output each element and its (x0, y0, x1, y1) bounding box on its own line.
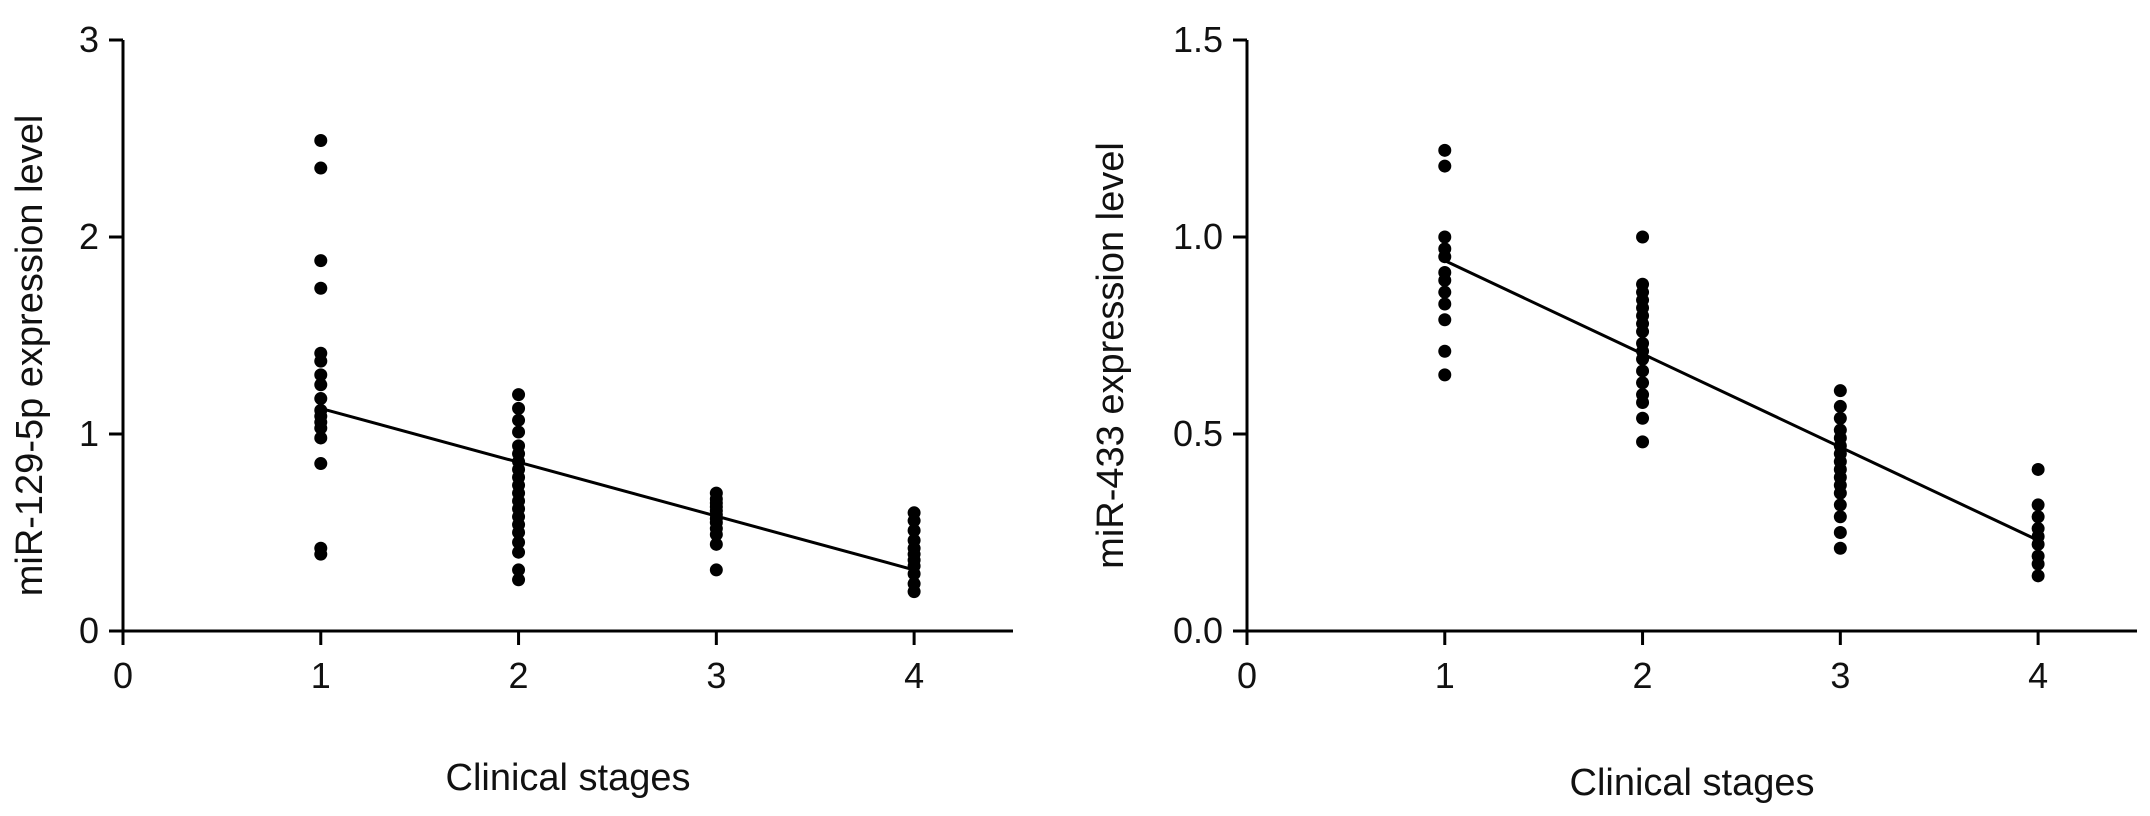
y-tick-label: 2 (79, 216, 99, 257)
scatter-chart-mir-129-5p: 0 1 2 3 0 1 2 3 4 Clinical stages miR-129-5p expre… (9, 19, 1013, 799)
data-point (314, 368, 328, 382)
x-tick-label: 2 (1633, 655, 1653, 696)
x-tick-label: 4 (2028, 655, 2048, 696)
data-point (1438, 344, 1452, 358)
data-point (1636, 411, 1650, 425)
data-point (1833, 541, 1847, 555)
x-tick-label: 0 (113, 655, 133, 696)
data-point (1636, 435, 1650, 449)
y-tick-label: 0.5 (1173, 413, 1223, 454)
data-point (1636, 364, 1650, 378)
y-axis-title: miR-129-5p expression level (9, 115, 51, 597)
data-point (314, 161, 328, 175)
x-tick-label: 1 (1435, 655, 1455, 696)
data-point (512, 413, 526, 427)
data-point (1438, 159, 1452, 173)
data-point (709, 563, 723, 577)
data-point (907, 524, 921, 538)
data-point (512, 526, 526, 539)
x-axis-title: Clinical stages (446, 757, 691, 799)
y-tick-label: 1.0 (1173, 216, 1223, 257)
data-point (1438, 250, 1452, 264)
data-point (314, 392, 328, 406)
data-point (907, 567, 921, 581)
data-point (907, 585, 921, 599)
data-point (1636, 325, 1650, 339)
data-point (314, 354, 328, 368)
trend-line (1444, 259, 2039, 542)
data-point (2031, 510, 2045, 524)
data-point (2031, 557, 2045, 571)
data-point (2031, 498, 2045, 512)
x-axis-title: Clinical stages (1570, 762, 1815, 804)
data-point (1438, 297, 1452, 311)
data-point (512, 401, 526, 415)
data-point (1833, 526, 1847, 539)
data-point (314, 431, 328, 445)
data-point (2031, 537, 2045, 551)
y-tick-label: 0 (79, 610, 99, 651)
data-point (2031, 569, 2045, 583)
data-point (1833, 384, 1847, 398)
y-tick-label: 0.0 (1173, 610, 1223, 651)
x-tick-label: 2 (509, 655, 529, 696)
x-tick-label: 0 (1237, 655, 1257, 696)
data-point (314, 547, 328, 561)
data-point (512, 573, 526, 587)
data-point (1833, 510, 1847, 524)
data-point (1833, 486, 1847, 500)
data-point (709, 527, 723, 541)
data-point (512, 425, 526, 439)
data-point (314, 421, 328, 435)
data-point (1438, 285, 1452, 299)
data-point (512, 563, 526, 577)
data-point (314, 133, 328, 147)
data-point (314, 254, 328, 268)
data-point (2031, 462, 2045, 476)
x-tick-label: 1 (311, 655, 331, 696)
data-point (512, 388, 526, 402)
data-point (1636, 352, 1650, 366)
data-point (1438, 230, 1452, 244)
data-point (512, 535, 526, 549)
chart-panel-mir-433: 0.0 0.5 1.0 1.5 0 1 2 3 4 Clinical stages miR-433 … (1075, 0, 2150, 816)
data-point (314, 457, 328, 471)
x-tick-label: 3 (706, 655, 726, 696)
y-axis-title: miR-433 expression level (1090, 142, 1132, 569)
scatter-chart-mir-433: 0.0 0.5 1.0 1.5 0 1 2 3 4 Clinical stages miR-433 … (1090, 19, 2137, 804)
y-tick-label: 3 (79, 19, 99, 60)
trend-line (320, 406, 915, 572)
data-point (1636, 376, 1650, 390)
data-point (1438, 313, 1452, 327)
chart-panel-mir-129-5p: 0 1 2 3 0 1 2 3 4 Clinical stages miR-129-5p expre… (9, 19, 1013, 799)
data-point (709, 537, 723, 551)
data-point (1438, 368, 1452, 382)
data-point (907, 514, 921, 528)
x-tick-label: 4 (904, 655, 924, 696)
data-point (314, 378, 328, 392)
data-point (1438, 273, 1452, 287)
data-point (1636, 395, 1650, 409)
data-point (314, 281, 328, 295)
y-tick-label: 1.5 (1173, 19, 1223, 60)
data-point (1833, 399, 1847, 413)
data-point (1833, 411, 1847, 425)
data-point (1636, 230, 1650, 244)
x-tick-label: 3 (1830, 655, 1850, 696)
data-point (1438, 143, 1452, 157)
data-point (512, 545, 526, 559)
data-point (1833, 498, 1847, 512)
y-tick-label: 1 (79, 413, 99, 454)
